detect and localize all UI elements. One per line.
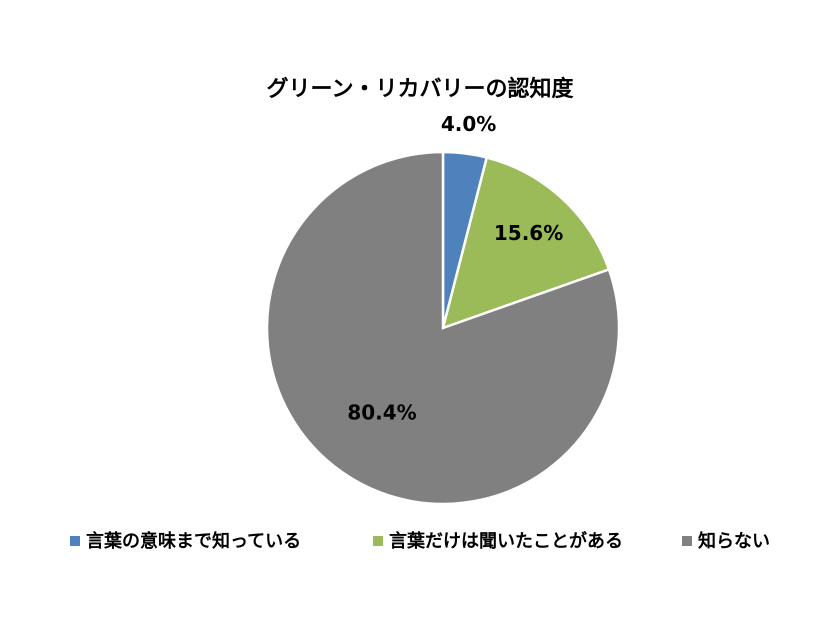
legend-label: 言葉だけは聞いたことがある bbox=[389, 530, 623, 552]
legend-label: 言葉の意味まで知っている bbox=[86, 530, 301, 552]
data-label: 15.6% bbox=[494, 221, 563, 245]
chart-title: グリーン・リカバリーの認知度 bbox=[267, 76, 575, 102]
pie-slice bbox=[441, 156, 611, 330]
legend-swatch bbox=[70, 536, 80, 546]
legend-swatch bbox=[682, 536, 692, 546]
pie-slice bbox=[265, 150, 621, 506]
data-label: 80.4% bbox=[347, 401, 416, 425]
data-label: 4.0% bbox=[441, 112, 496, 136]
legend-label: 知らない bbox=[698, 530, 770, 552]
legend-swatch bbox=[373, 536, 383, 546]
